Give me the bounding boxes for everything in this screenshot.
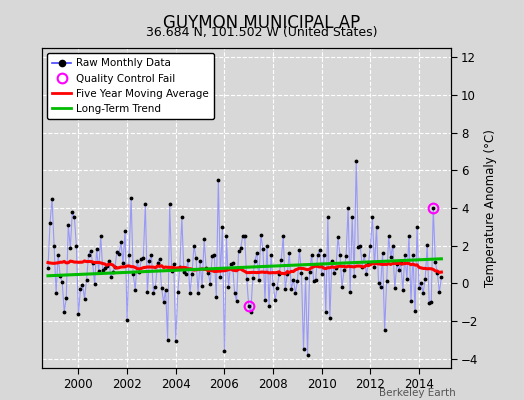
Text: Berkeley Earth: Berkeley Earth: [379, 388, 456, 398]
Text: 36.684 N, 101.502 W (United States): 36.684 N, 101.502 W (United States): [146, 26, 378, 39]
Text: GUYMON MUNICIPAL AP: GUYMON MUNICIPAL AP: [163, 14, 361, 32]
Y-axis label: Temperature Anomaly (°C): Temperature Anomaly (°C): [484, 129, 497, 287]
Legend: Raw Monthly Data, Quality Control Fail, Five Year Moving Average, Long-Term Tren: Raw Monthly Data, Quality Control Fail, …: [47, 53, 214, 119]
